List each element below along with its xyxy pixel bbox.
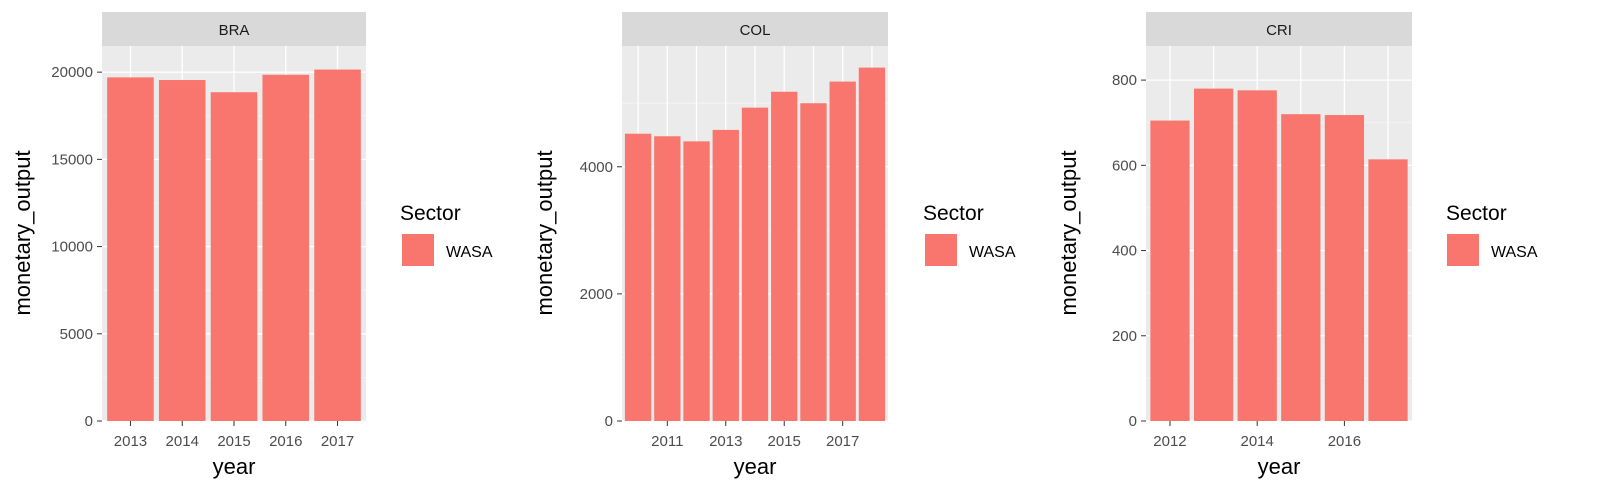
bar-bra-2016 <box>262 74 310 422</box>
facet-strip-bra <box>102 12 366 46</box>
bar-col-2013 <box>712 129 739 421</box>
legend-title-col: Sector <box>923 202 984 225</box>
bar-cri-2013 <box>1193 88 1234 421</box>
x-tick-label: 2015 <box>768 433 801 450</box>
y-tick-label: 10000 <box>51 239 93 256</box>
chart-bra: BRA 0 5000 10000 15000 20000 2013 2014 2015 2016… <box>10 12 493 479</box>
legend-label-bra: WASA <box>446 244 493 261</box>
y-tick-label: 200 <box>1112 328 1137 345</box>
bar-bra-2015 <box>210 92 258 421</box>
legend-swatch-bra <box>402 234 434 266</box>
x-tick-label: 2013 <box>114 433 147 450</box>
y-tick-label: 800 <box>1112 72 1137 89</box>
bar-col-2014 <box>741 107 769 422</box>
y-tick-label: 4000 <box>580 159 613 176</box>
legend-swatch-cri <box>1447 234 1479 266</box>
y-tick-label: 0 <box>605 413 613 430</box>
chart-cri: CRI 0 200 400 600 800 2012 2014 2016 year monet… <box>1056 12 1538 479</box>
axes-bra: 0 5000 10000 15000 20000 2013 2014 2015 2016 2017 <box>51 64 354 450</box>
bar-col-2015 <box>771 91 798 422</box>
facet-label-bra: BRA <box>219 22 250 39</box>
x-tick-label: 2016 <box>1328 433 1361 450</box>
y-tick-label: 400 <box>1112 243 1137 260</box>
bar-col-2012 <box>683 141 710 421</box>
axes-col: 0 2000 4000 2011 2013 2015 2017 <box>580 159 860 450</box>
legend-label-col: WASA <box>969 244 1016 261</box>
x-axis-title-col: year <box>734 454 777 479</box>
x-tick-label: 2016 <box>269 433 302 450</box>
x-axis-title-cri: year <box>1258 454 1301 479</box>
bar-bra-2017 <box>314 69 361 421</box>
legend-title-bra: Sector <box>400 202 461 225</box>
x-tick-label: 2017 <box>826 433 859 450</box>
y-axis-title-col: monetary_output <box>532 150 557 315</box>
x-tick-label: 2011 <box>651 433 683 450</box>
x-tick-label: 2014 <box>166 433 199 450</box>
y-tick-label: 2000 <box>580 286 613 303</box>
bar-cri-2014 <box>1237 90 1277 422</box>
bar-cri-2017 <box>1368 159 1408 421</box>
bar-bra-2013 <box>107 77 154 421</box>
bar-col-2010 <box>624 133 652 422</box>
bar-col-2016 <box>800 103 827 421</box>
facet-strip-cri <box>1146 12 1412 46</box>
bar-cri-2012 <box>1150 120 1190 422</box>
bar-col-2017 <box>829 81 856 421</box>
y-tick-label: 0 <box>85 413 93 430</box>
x-tick-label: 2017 <box>321 433 354 450</box>
y-axis-title-bra: monetary_output <box>10 150 35 315</box>
x-tick-label: 2014 <box>1241 433 1274 450</box>
y-tick-label: 15000 <box>51 151 93 168</box>
facet-label-cri: CRI <box>1266 22 1292 39</box>
y-axis-title-cri: monetary_output <box>1056 150 1081 315</box>
axes-cri: 0 200 400 600 800 2012 2014 2016 <box>1112 72 1361 450</box>
legend-label-cri: WASA <box>1491 244 1538 261</box>
x-tick-label: 2013 <box>709 433 742 450</box>
x-tick-label: 2012 <box>1153 433 1186 450</box>
y-tick-label: 5000 <box>60 326 93 343</box>
legend-title-cri: Sector <box>1446 202 1507 225</box>
bars-cri <box>1150 88 1408 422</box>
bar-bra-2014 <box>158 80 206 421</box>
y-tick-label: 20000 <box>51 64 93 81</box>
bar-cri-2016 <box>1324 115 1365 421</box>
bar-col-2011 <box>654 136 681 421</box>
chart-col: COL 0 2000 4000 2011 2013 2015 2017 year monet… <box>532 12 1016 479</box>
facet-strip-col <box>622 12 888 46</box>
legend-swatch-col <box>925 234 957 266</box>
plot-panel-cri <box>1146 46 1412 421</box>
x-tick-label: 2015 <box>217 433 250 450</box>
x-axis-title-bra: year <box>213 454 256 479</box>
bars-bra <box>107 69 361 422</box>
bar-col-2018 <box>858 67 886 421</box>
facet-label-col: COL <box>740 22 771 39</box>
y-tick-label: 600 <box>1112 157 1137 174</box>
y-tick-label: 0 <box>1129 413 1137 430</box>
bars-col <box>624 67 886 422</box>
bar-cri-2015 <box>1281 114 1321 421</box>
